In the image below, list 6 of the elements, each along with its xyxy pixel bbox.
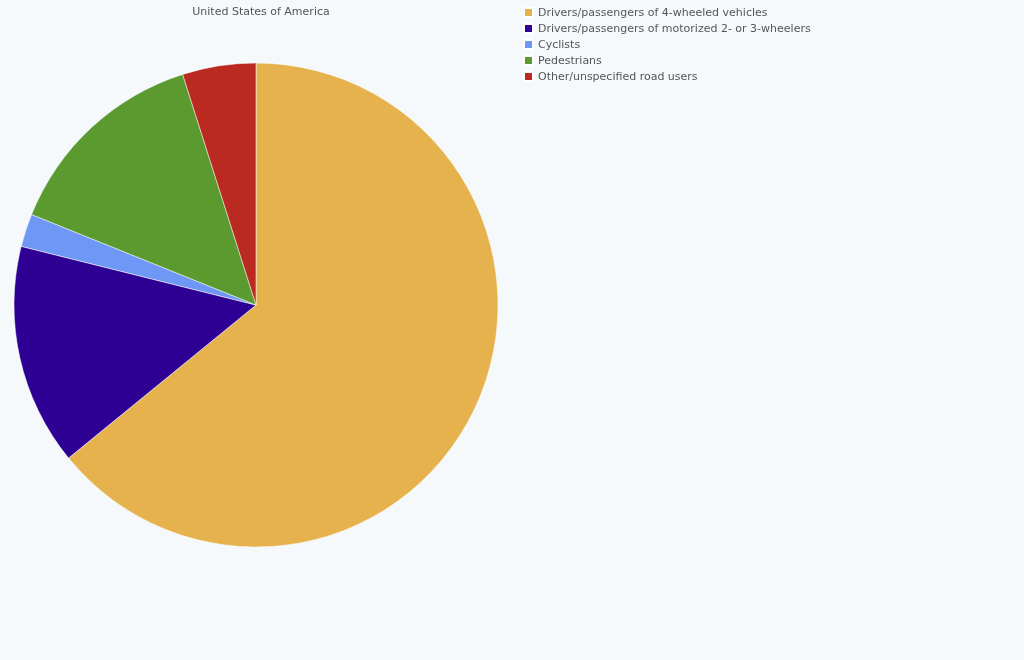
- legend-label: Other/unspecified road users: [538, 70, 698, 83]
- legend-label: Pedestrians: [538, 54, 603, 67]
- legend-label: Drivers/passengers of motorized 2- or 3-wheelers: [538, 22, 811, 35]
- legend-label: Cyclists: [538, 38, 581, 51]
- chart-title: United States of America: [192, 5, 330, 18]
- legend-label: Drivers/passengers of 4-wheeled vehicles: [538, 6, 768, 19]
